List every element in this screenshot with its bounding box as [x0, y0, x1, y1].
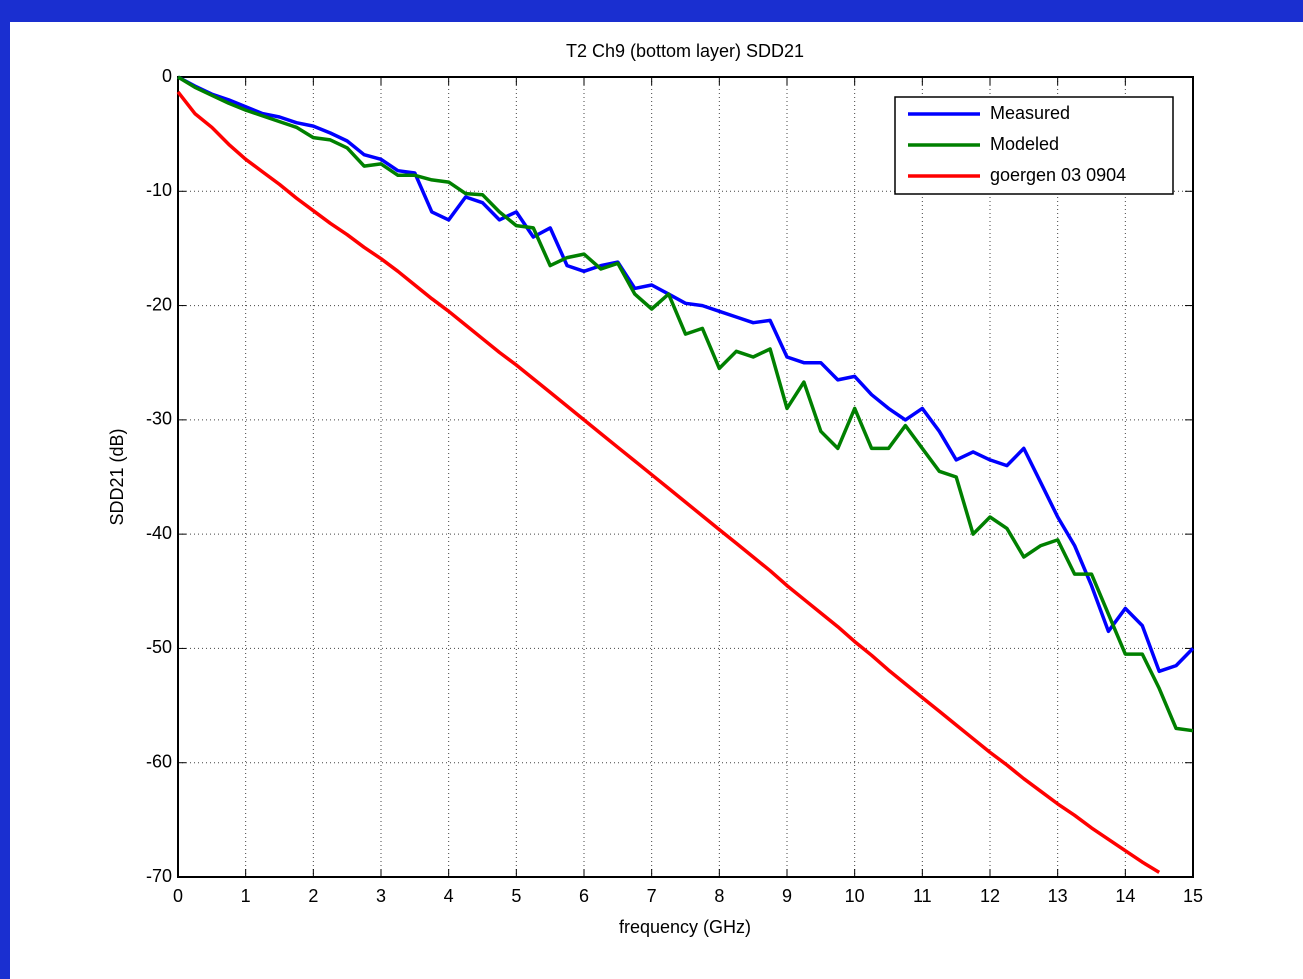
y-axis-label: SDD21 (dB) — [107, 428, 127, 525]
x-axis-label: frequency (GHz) — [619, 917, 751, 937]
chart-title: T2 Ch9 (bottom layer) SDD21 — [566, 41, 804, 61]
x-tick-label: 13 — [1048, 886, 1068, 906]
x-tick-label: 7 — [647, 886, 657, 906]
y-tick-label: 0 — [162, 66, 172, 86]
legend-label: Modeled — [990, 134, 1059, 154]
x-tick-label: 3 — [376, 886, 386, 906]
series-line — [177, 75, 1195, 674]
series-line — [177, 75, 1194, 733]
y-tick-label: -10 — [146, 180, 172, 200]
x-tick-label: 9 — [782, 886, 792, 906]
x-tick-label: 1 — [241, 886, 251, 906]
x-tick-label: 8 — [714, 886, 724, 906]
x-tick-label: 14 — [1115, 886, 1135, 906]
plot-frame — [177, 76, 1194, 878]
y-tick-label: -70 — [146, 866, 172, 886]
y-tick-label: -50 — [146, 637, 172, 657]
x-tick-label: 0 — [173, 886, 183, 906]
y-tick-label: -30 — [146, 409, 172, 429]
legend-label: goergen 03 0904 — [990, 165, 1126, 185]
x-tick-label: 11 — [913, 886, 932, 906]
y-tick-label: -40 — [146, 523, 172, 543]
x-tick-label: 2 — [308, 886, 318, 906]
x-tick-label: 10 — [845, 886, 865, 906]
x-tick-label: 5 — [511, 886, 521, 906]
y-tick-label: -20 — [146, 294, 172, 314]
x-tick-label: 12 — [980, 886, 1000, 906]
legend-label: Measured — [990, 103, 1070, 123]
x-tick-label: 6 — [579, 886, 589, 906]
x-tick-label: 15 — [1183, 886, 1203, 906]
x-tick-label: 4 — [444, 886, 454, 906]
series-line — [176, 90, 1161, 874]
y-tick-label: -60 — [146, 751, 172, 771]
